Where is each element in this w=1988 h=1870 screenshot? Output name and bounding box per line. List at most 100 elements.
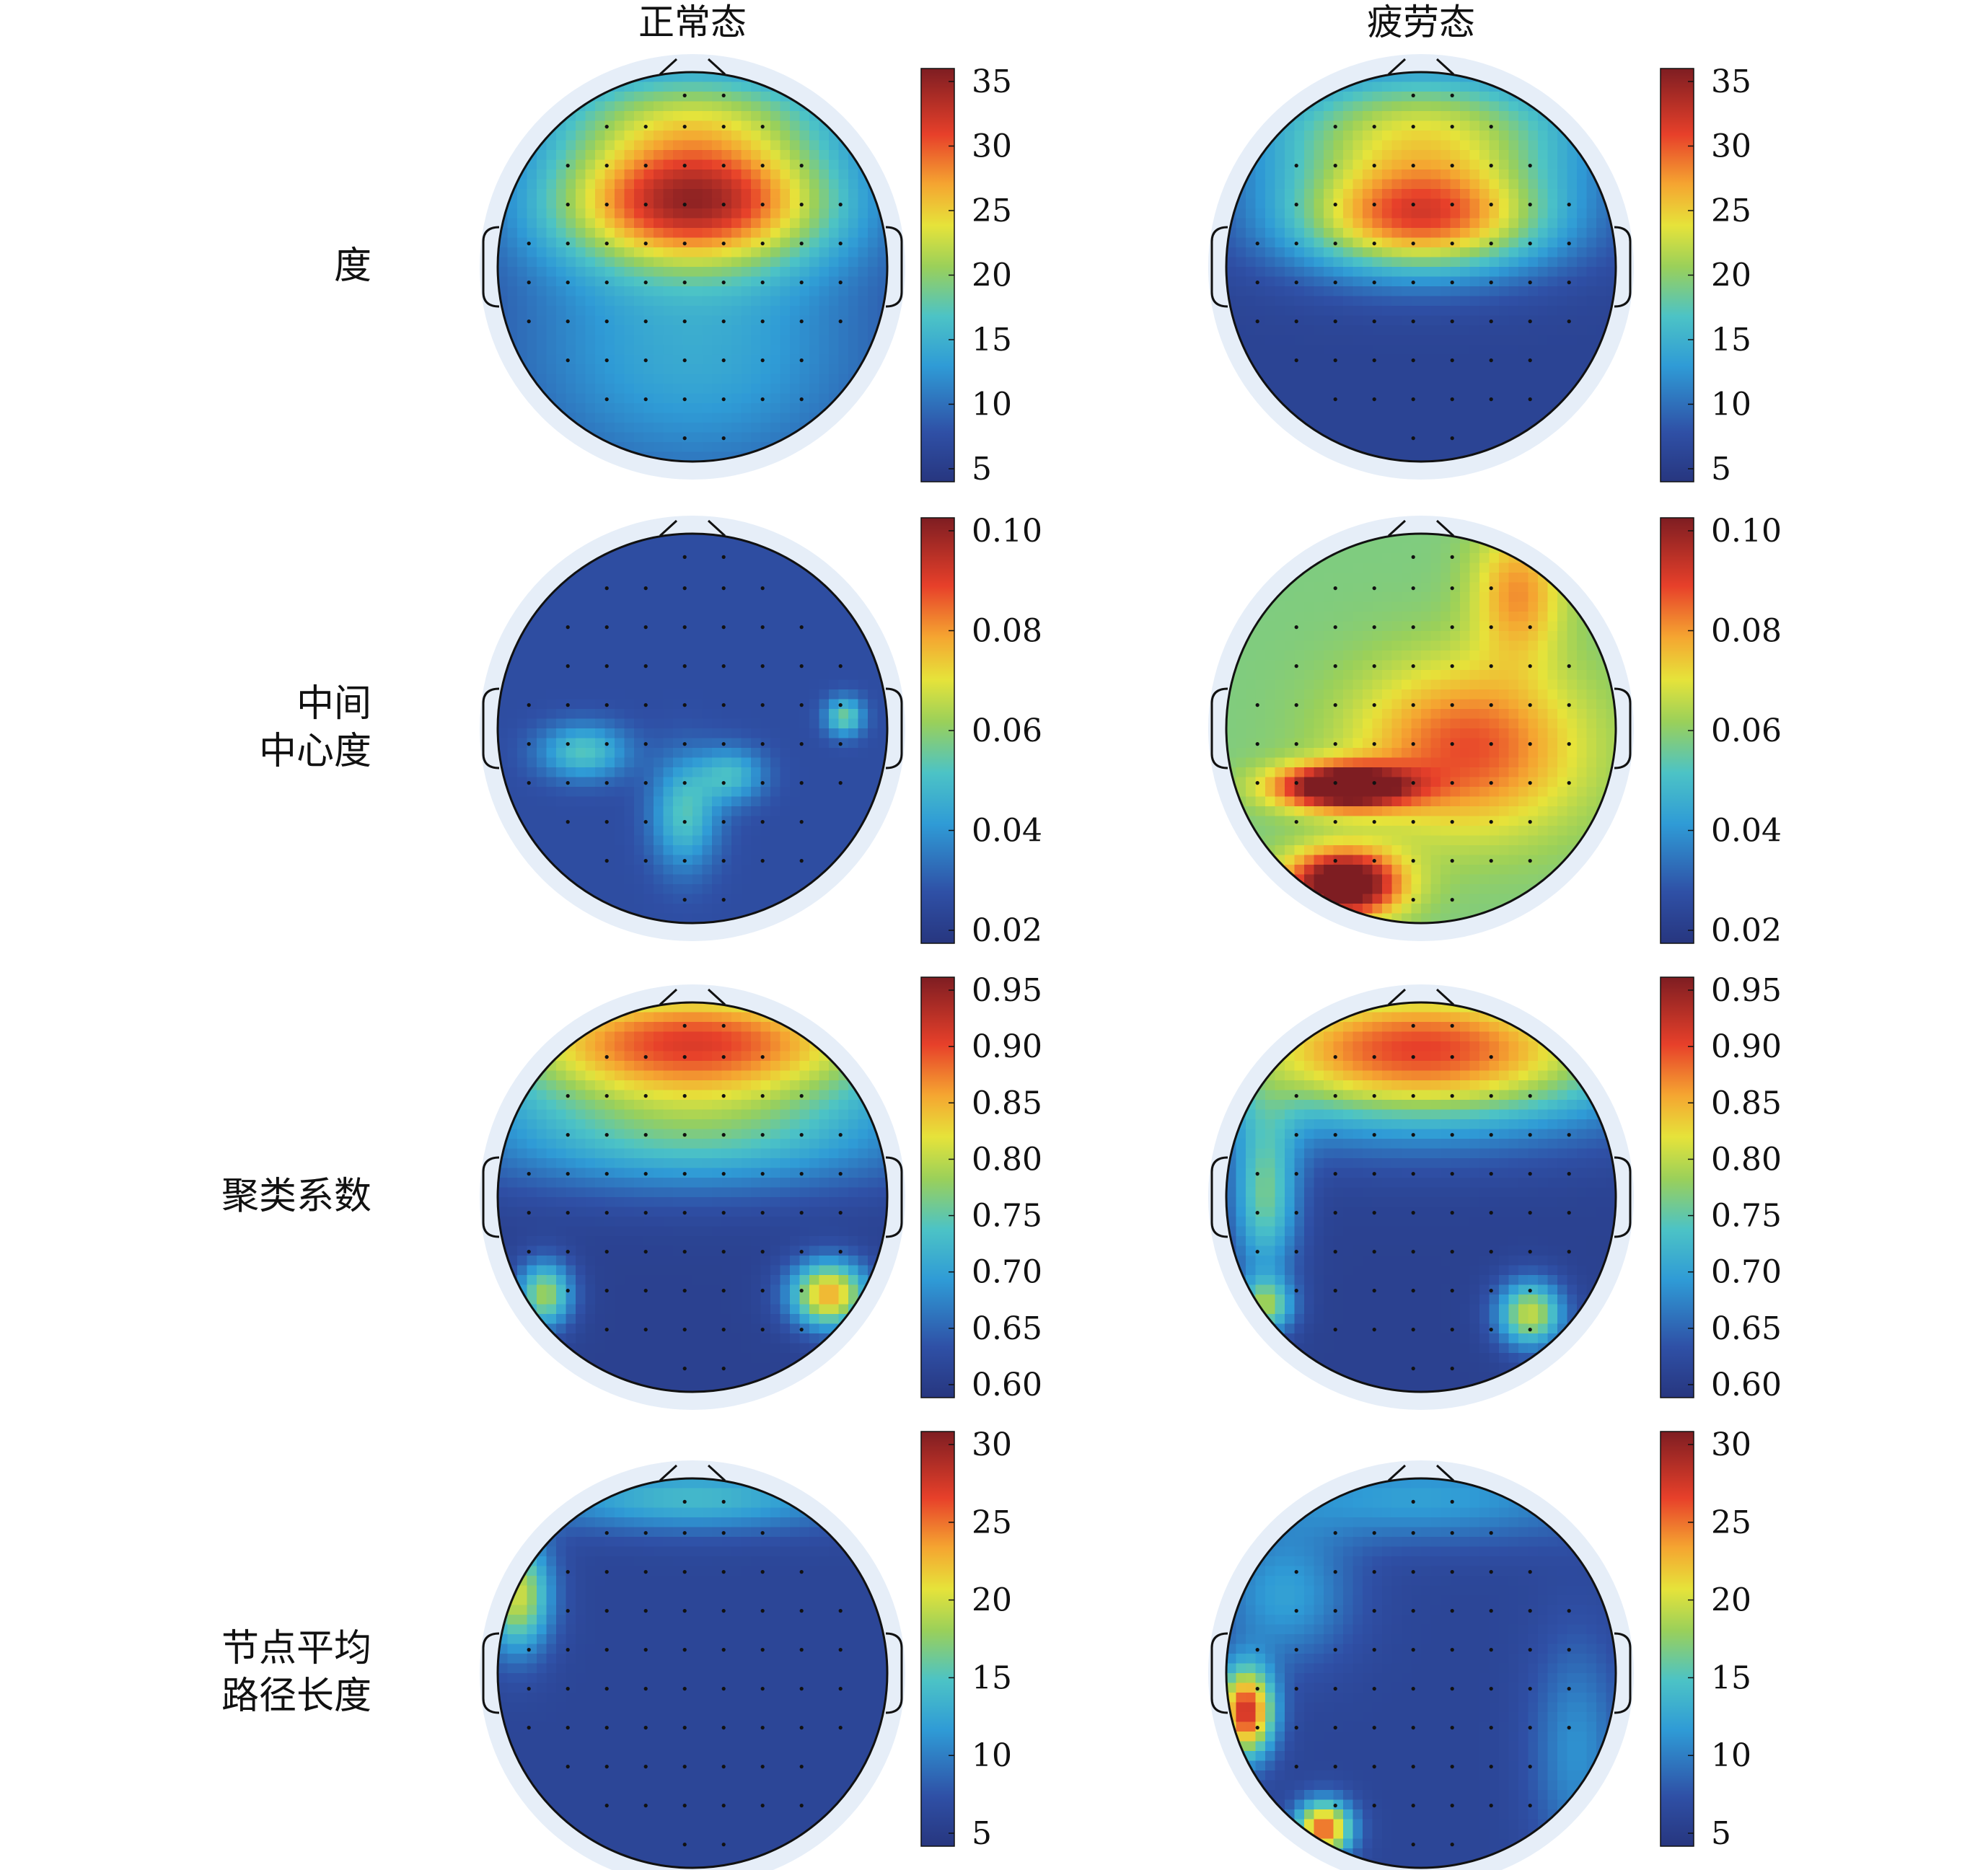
electrode-dot [682, 1023, 687, 1028]
electrode-dot [682, 1094, 687, 1098]
colorbar-tick-label: 15 [1711, 322, 1751, 358]
electrode-dot [1450, 1499, 1454, 1504]
electrode-dot [1372, 1094, 1376, 1098]
electrode-dot [1294, 203, 1298, 207]
electrode-dot [1411, 203, 1415, 207]
electrode-dot [799, 1172, 804, 1176]
electrode-dot [604, 1609, 609, 1613]
colorbar [920, 976, 955, 1398]
electrode-dot [1567, 1133, 1571, 1137]
electrode-dot [682, 1172, 687, 1176]
head-outline [496, 1001, 889, 1393]
electrode-dot [1489, 1172, 1493, 1176]
electrode-dot [1489, 1570, 1493, 1574]
electrode-dot [1333, 586, 1337, 591]
electrode-dot [1528, 1570, 1532, 1574]
electrode-dot [721, 319, 726, 324]
electrode-dot [838, 203, 843, 207]
colorbar-tick-label: 25 [972, 1504, 1012, 1541]
electrode-dot [682, 397, 687, 402]
electrode-dot [1333, 1765, 1337, 1769]
electrode-dot [682, 1250, 687, 1254]
electrode-dot [643, 859, 648, 863]
electrode-dot [1450, 397, 1454, 402]
electrode-dot [1489, 625, 1493, 630]
electrode-dot [682, 242, 687, 246]
electrode-dot [643, 1531, 648, 1535]
electrode-dot [1333, 319, 1337, 324]
colorbar-tick-label: 5 [972, 1815, 992, 1852]
right-ear [885, 1156, 903, 1238]
electrode-dot [1333, 742, 1337, 746]
colorbar-tick-label: 0.95 [972, 972, 1042, 1009]
electrode-dot [1450, 1726, 1454, 1730]
electrode-dot [1567, 1687, 1571, 1691]
colorbar-tick-label: 20 [1711, 1582, 1751, 1619]
electrode-dot [1333, 281, 1337, 285]
colorbar [920, 1431, 955, 1847]
nose-mark [659, 1464, 726, 1482]
electrode-dot [682, 1289, 687, 1293]
electrode-dot [566, 1250, 570, 1254]
electrode-dot [799, 1211, 804, 1215]
electrode-dot [838, 1250, 843, 1254]
electrode-dot [682, 1843, 687, 1847]
electrode-dot [1411, 1328, 1415, 1332]
electrode-dot [643, 203, 648, 207]
electrode-dot [760, 1648, 765, 1652]
electrode-dot [1450, 1023, 1454, 1028]
electrode-dot [1372, 859, 1376, 863]
electrode-dot [682, 1648, 687, 1652]
electrode-dot [527, 281, 531, 285]
electrode-dot [838, 664, 843, 669]
electrode-dot [643, 397, 648, 402]
electrode-dot [1528, 1804, 1532, 1808]
electrode-dot [682, 1609, 687, 1613]
electrode-dot [838, 1726, 843, 1730]
colorbar-tick-label: 10 [972, 1737, 1012, 1774]
electrode-dot [721, 1289, 726, 1293]
nose-mark [659, 519, 726, 537]
electrode-dot [760, 859, 765, 863]
colorbar-tick-label: 10 [1711, 387, 1751, 423]
colorbar-tick-label: 0.60 [1711, 1367, 1782, 1403]
electrode-dot [1294, 281, 1298, 285]
electrode-dot [1489, 1328, 1493, 1332]
electrode-dot [838, 1687, 843, 1691]
electrode-dot [1333, 1531, 1337, 1535]
electrode-dot [566, 781, 570, 785]
electrode-dot [1372, 397, 1376, 402]
nose-mark [1387, 988, 1455, 1006]
electrode-dot [1294, 664, 1298, 669]
electrode-dot [682, 1328, 687, 1332]
electrode-dot [1489, 781, 1493, 785]
colorbar-tick-label: 0.75 [972, 1198, 1042, 1235]
electrode-dot [1294, 1726, 1298, 1730]
electrode-dot [604, 1328, 609, 1332]
electrode-dot [1294, 358, 1298, 363]
electrode-dot [566, 664, 570, 669]
electrode-dot [1333, 781, 1337, 785]
electrode-dot [682, 1687, 687, 1691]
electrode-dot [1372, 781, 1376, 785]
electrode-dot [1489, 859, 1493, 863]
electrode-dot [1489, 1094, 1493, 1098]
electrode-dot [682, 625, 687, 630]
electrode-dot [566, 1094, 570, 1098]
electrode-dot [566, 1726, 570, 1730]
electrode-dot [1411, 319, 1415, 324]
electrode-dot [1450, 898, 1454, 902]
electrode-dot [643, 703, 648, 707]
electrode-dot [799, 1094, 804, 1098]
colorbar-tick-label: 30 [972, 1426, 1012, 1463]
colorbar-tick-label: 25 [972, 193, 1012, 229]
electrode-dot [760, 1804, 765, 1808]
electrode-dot [1411, 1804, 1415, 1808]
electrode-dot [1372, 1648, 1376, 1652]
colorbar [1660, 976, 1694, 1398]
electrode-dot [566, 358, 570, 363]
electrode-dot [643, 1250, 648, 1254]
electrode-dot [643, 125, 648, 129]
colorbar-tick-label: 15 [972, 322, 1012, 358]
electrode-dot [566, 703, 570, 707]
